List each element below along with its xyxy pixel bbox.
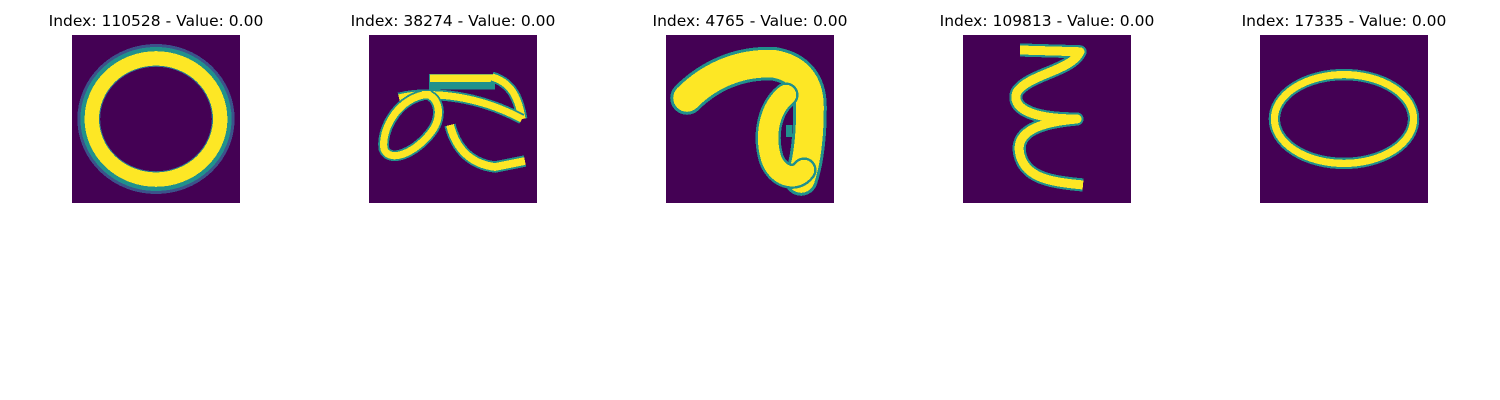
glyph-image-ligature-ae [369,35,537,203]
glyph-svg [963,35,1131,203]
glyph-svg [72,35,240,203]
glyph-image-vertical-epsilon [963,35,1131,203]
panel-2: Index: 38274 - Value: 0.00 [333,0,573,210]
panel-title: Index: 17335 - Value: 0.00 [1241,12,1447,30]
panel-4: Index: 109813 - Value: 0.00 [927,0,1167,210]
panel-title: Index: 109813 - Value: 0.00 [939,12,1155,30]
glyph-image-hook-seven [666,35,834,203]
panel-title: Index: 38274 - Value: 0.00 [350,12,556,30]
panel-3: Index: 4765 - Value: 0.00 [630,0,870,210]
panel-title: Index: 110528 - Value: 0.00 [48,12,264,30]
panel-1: Index: 110528 - Value: 0.00 [36,0,276,210]
panel-title: Index: 4765 - Value: 0.00 [652,12,848,30]
glyph-image-flat-oval [1260,35,1428,203]
panel-5: Index: 17335 - Value: 0.00 [1224,0,1464,210]
glyph-svg [666,35,834,203]
glyph-svg [369,35,537,203]
glyph-image-ring-zero [72,35,240,203]
glyph-svg [1260,35,1428,203]
